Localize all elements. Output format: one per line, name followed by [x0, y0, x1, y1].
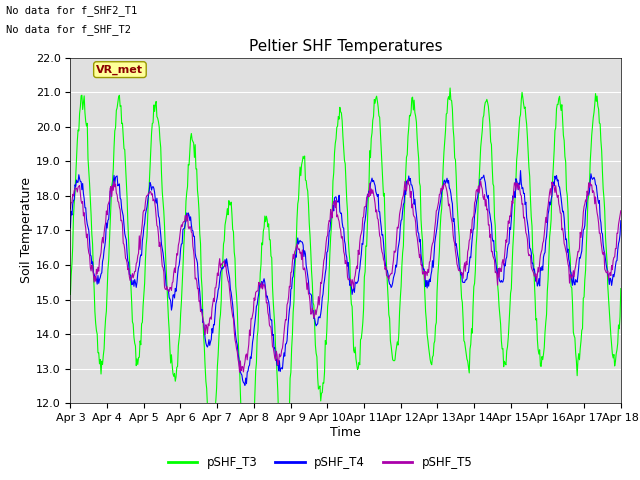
pSHF_T4: [77, 179, 84, 184]
Title: Peltier SHF Temperatures: Peltier SHF Temperatures: [249, 39, 442, 54]
pSHF_T3: [77, 104, 84, 109]
pSHF_T4: [241, 383, 249, 388]
pSHF_T5: [77, 191, 84, 196]
pSHF_T3: [218, 269, 226, 275]
Text: VR_met: VR_met: [97, 64, 143, 75]
pSHF_T5: [133, 259, 141, 265]
Y-axis label: Soil Temperature: Soil Temperature: [20, 178, 33, 283]
pSHF_T3: [189, 139, 196, 144]
pSHF_T3: [429, 353, 437, 359]
pSHF_T5: [617, 208, 625, 214]
pSHF_T5: [67, 206, 74, 212]
pSHF_T3: [67, 291, 74, 297]
Legend: pSHF_T3, pSHF_T4, pSHF_T5: pSHF_T3, pSHF_T4, pSHF_T5: [163, 452, 477, 474]
Text: No data for f_SHF2_T1: No data for f_SHF2_T1: [6, 5, 138, 16]
pSHF_T5: [218, 261, 226, 267]
pSHF_T3: [133, 356, 141, 362]
pSHF_T4: [133, 279, 141, 285]
pSHF_T3: [617, 286, 625, 291]
pSHF_T5: [414, 241, 422, 247]
pSHF_T5: [189, 243, 196, 249]
pSHF_T4: [516, 168, 524, 173]
Line: pSHF_T3: pSHF_T3: [70, 88, 621, 480]
pSHF_T5: [404, 177, 412, 182]
pSHF_T4: [218, 264, 226, 270]
pSHF_T4: [413, 220, 421, 226]
pSHF_T5: [236, 369, 243, 375]
Line: pSHF_T5: pSHF_T5: [70, 180, 621, 372]
pSHF_T4: [189, 228, 196, 234]
pSHF_T4: [429, 264, 437, 270]
pSHF_T3: [446, 85, 454, 91]
Line: pSHF_T4: pSHF_T4: [70, 170, 621, 385]
pSHF_T5: [430, 233, 438, 239]
pSHF_T4: [67, 225, 74, 231]
pSHF_T4: [617, 218, 625, 224]
X-axis label: Time: Time: [330, 426, 361, 439]
pSHF_T3: [413, 135, 421, 141]
Text: No data for f_SHF_T2: No data for f_SHF_T2: [6, 24, 131, 35]
